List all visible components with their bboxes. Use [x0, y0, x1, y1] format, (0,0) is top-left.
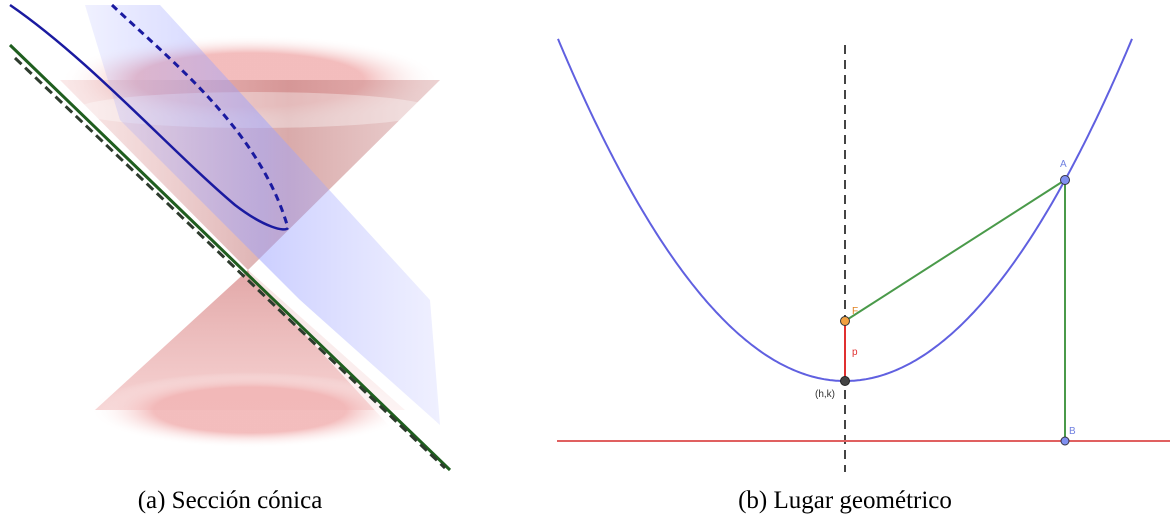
point-b-label: B — [1069, 426, 1076, 437]
segment-fa — [845, 180, 1065, 321]
point-a — [1061, 176, 1070, 185]
vertex-label: (h,k) — [815, 389, 835, 400]
vertex-point — [841, 377, 850, 386]
distance-label: p — [852, 347, 858, 358]
point-b — [1061, 437, 1069, 445]
panel-a: (a) Sección cónica — [10, 5, 450, 514]
figure: (a) Sección cónica F A B p (h,k) (b) Lug… — [0, 0, 1170, 519]
focus-label: F — [852, 306, 858, 317]
caption: (a) Sección cónica — [138, 487, 323, 514]
point-a-label: A — [1060, 159, 1067, 170]
focus-point — [841, 317, 850, 326]
panel-b: F A B p (h,k) (b) Lugar geométrico — [557, 39, 1170, 514]
caption: (b) Lugar geométrico — [738, 487, 952, 514]
